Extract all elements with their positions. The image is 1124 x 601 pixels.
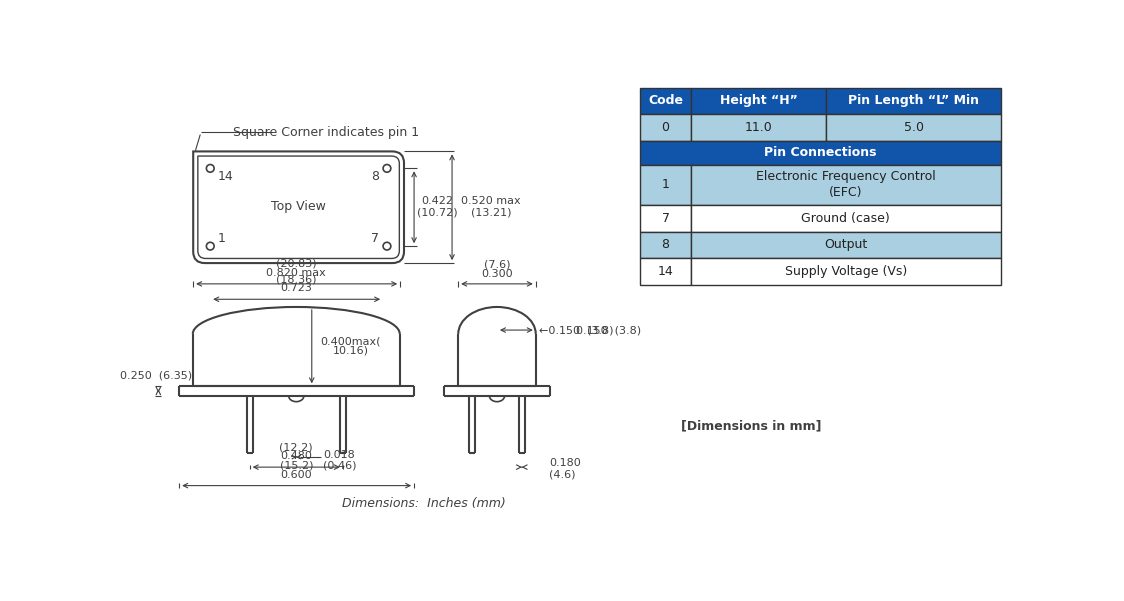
- Bar: [641, 258, 691, 285]
- Text: Electronic Frequency Control
(EFC): Electronic Frequency Control (EFC): [755, 170, 935, 199]
- Text: 0.150  (3.8): 0.150 (3.8): [575, 325, 641, 335]
- Text: 7: 7: [371, 232, 379, 245]
- Text: Output: Output: [824, 239, 868, 251]
- Bar: [826, 114, 1000, 141]
- Bar: [641, 114, 691, 141]
- Text: [Dimensions in mm]: [Dimensions in mm]: [681, 420, 822, 433]
- PathPatch shape: [198, 156, 399, 258]
- Text: 0.520 max: 0.520 max: [461, 197, 520, 207]
- Text: (4.6): (4.6): [549, 469, 575, 479]
- Bar: [691, 88, 826, 114]
- Text: Pin Connections: Pin Connections: [764, 147, 877, 159]
- Text: Supply Voltage (Vs): Supply Voltage (Vs): [785, 266, 907, 278]
- Text: 0.600: 0.600: [281, 470, 312, 480]
- Bar: [826, 88, 1000, 114]
- Text: (7.6): (7.6): [483, 260, 510, 270]
- Text: (12.2): (12.2): [280, 442, 314, 452]
- Text: 0: 0: [662, 121, 670, 135]
- Bar: [691, 204, 1000, 231]
- Text: 0.018: 0.018: [324, 450, 355, 460]
- PathPatch shape: [193, 151, 404, 263]
- Text: 7: 7: [662, 212, 670, 225]
- Text: (0.46): (0.46): [324, 460, 357, 471]
- Text: Code: Code: [649, 94, 683, 108]
- Text: 14: 14: [658, 266, 673, 278]
- Text: 11.0: 11.0: [745, 121, 772, 135]
- Text: 0.180: 0.180: [549, 459, 581, 468]
- Text: Height “H”: Height “H”: [719, 94, 797, 108]
- Bar: [691, 114, 826, 141]
- Text: 5.0: 5.0: [904, 121, 924, 135]
- Text: Top View: Top View: [271, 200, 326, 213]
- Bar: [641, 141, 1000, 165]
- Text: 14: 14: [218, 169, 234, 183]
- Text: 0.480: 0.480: [280, 451, 312, 462]
- Text: 1: 1: [218, 232, 226, 245]
- Text: 0.400max(: 0.400max(: [320, 337, 381, 347]
- Text: 0.723: 0.723: [280, 284, 312, 293]
- Text: (18.36): (18.36): [277, 274, 317, 284]
- Text: 1: 1: [662, 178, 670, 191]
- Bar: [641, 88, 691, 114]
- Bar: [691, 258, 1000, 285]
- Text: 10.16): 10.16): [333, 346, 369, 356]
- Text: 0.820 max: 0.820 max: [266, 268, 326, 278]
- Text: (13.21): (13.21): [471, 207, 511, 217]
- Text: 0.300: 0.300: [481, 269, 513, 279]
- Text: Square Corner indicates pin 1: Square Corner indicates pin 1: [234, 126, 419, 139]
- Text: Ground (case): Ground (case): [801, 212, 890, 225]
- Text: 8: 8: [371, 169, 379, 183]
- Bar: [641, 165, 691, 204]
- Bar: [641, 204, 691, 231]
- Bar: [691, 231, 1000, 258]
- Text: (20.83): (20.83): [277, 259, 317, 269]
- Text: 0.422: 0.422: [422, 197, 453, 207]
- Text: 8: 8: [662, 239, 670, 251]
- Text: 0.250  (6.35): 0.250 (6.35): [120, 370, 192, 380]
- Text: Dimensions:  Inches (mm): Dimensions: Inches (mm): [342, 497, 506, 510]
- Text: (15.2): (15.2): [280, 460, 312, 471]
- Bar: [691, 165, 1000, 204]
- Text: ←0.150  (3.8): ←0.150 (3.8): [538, 325, 614, 335]
- Text: Pin Length “L” Min: Pin Length “L” Min: [849, 94, 979, 108]
- Bar: [641, 231, 691, 258]
- Text: (10.72): (10.72): [417, 207, 457, 217]
